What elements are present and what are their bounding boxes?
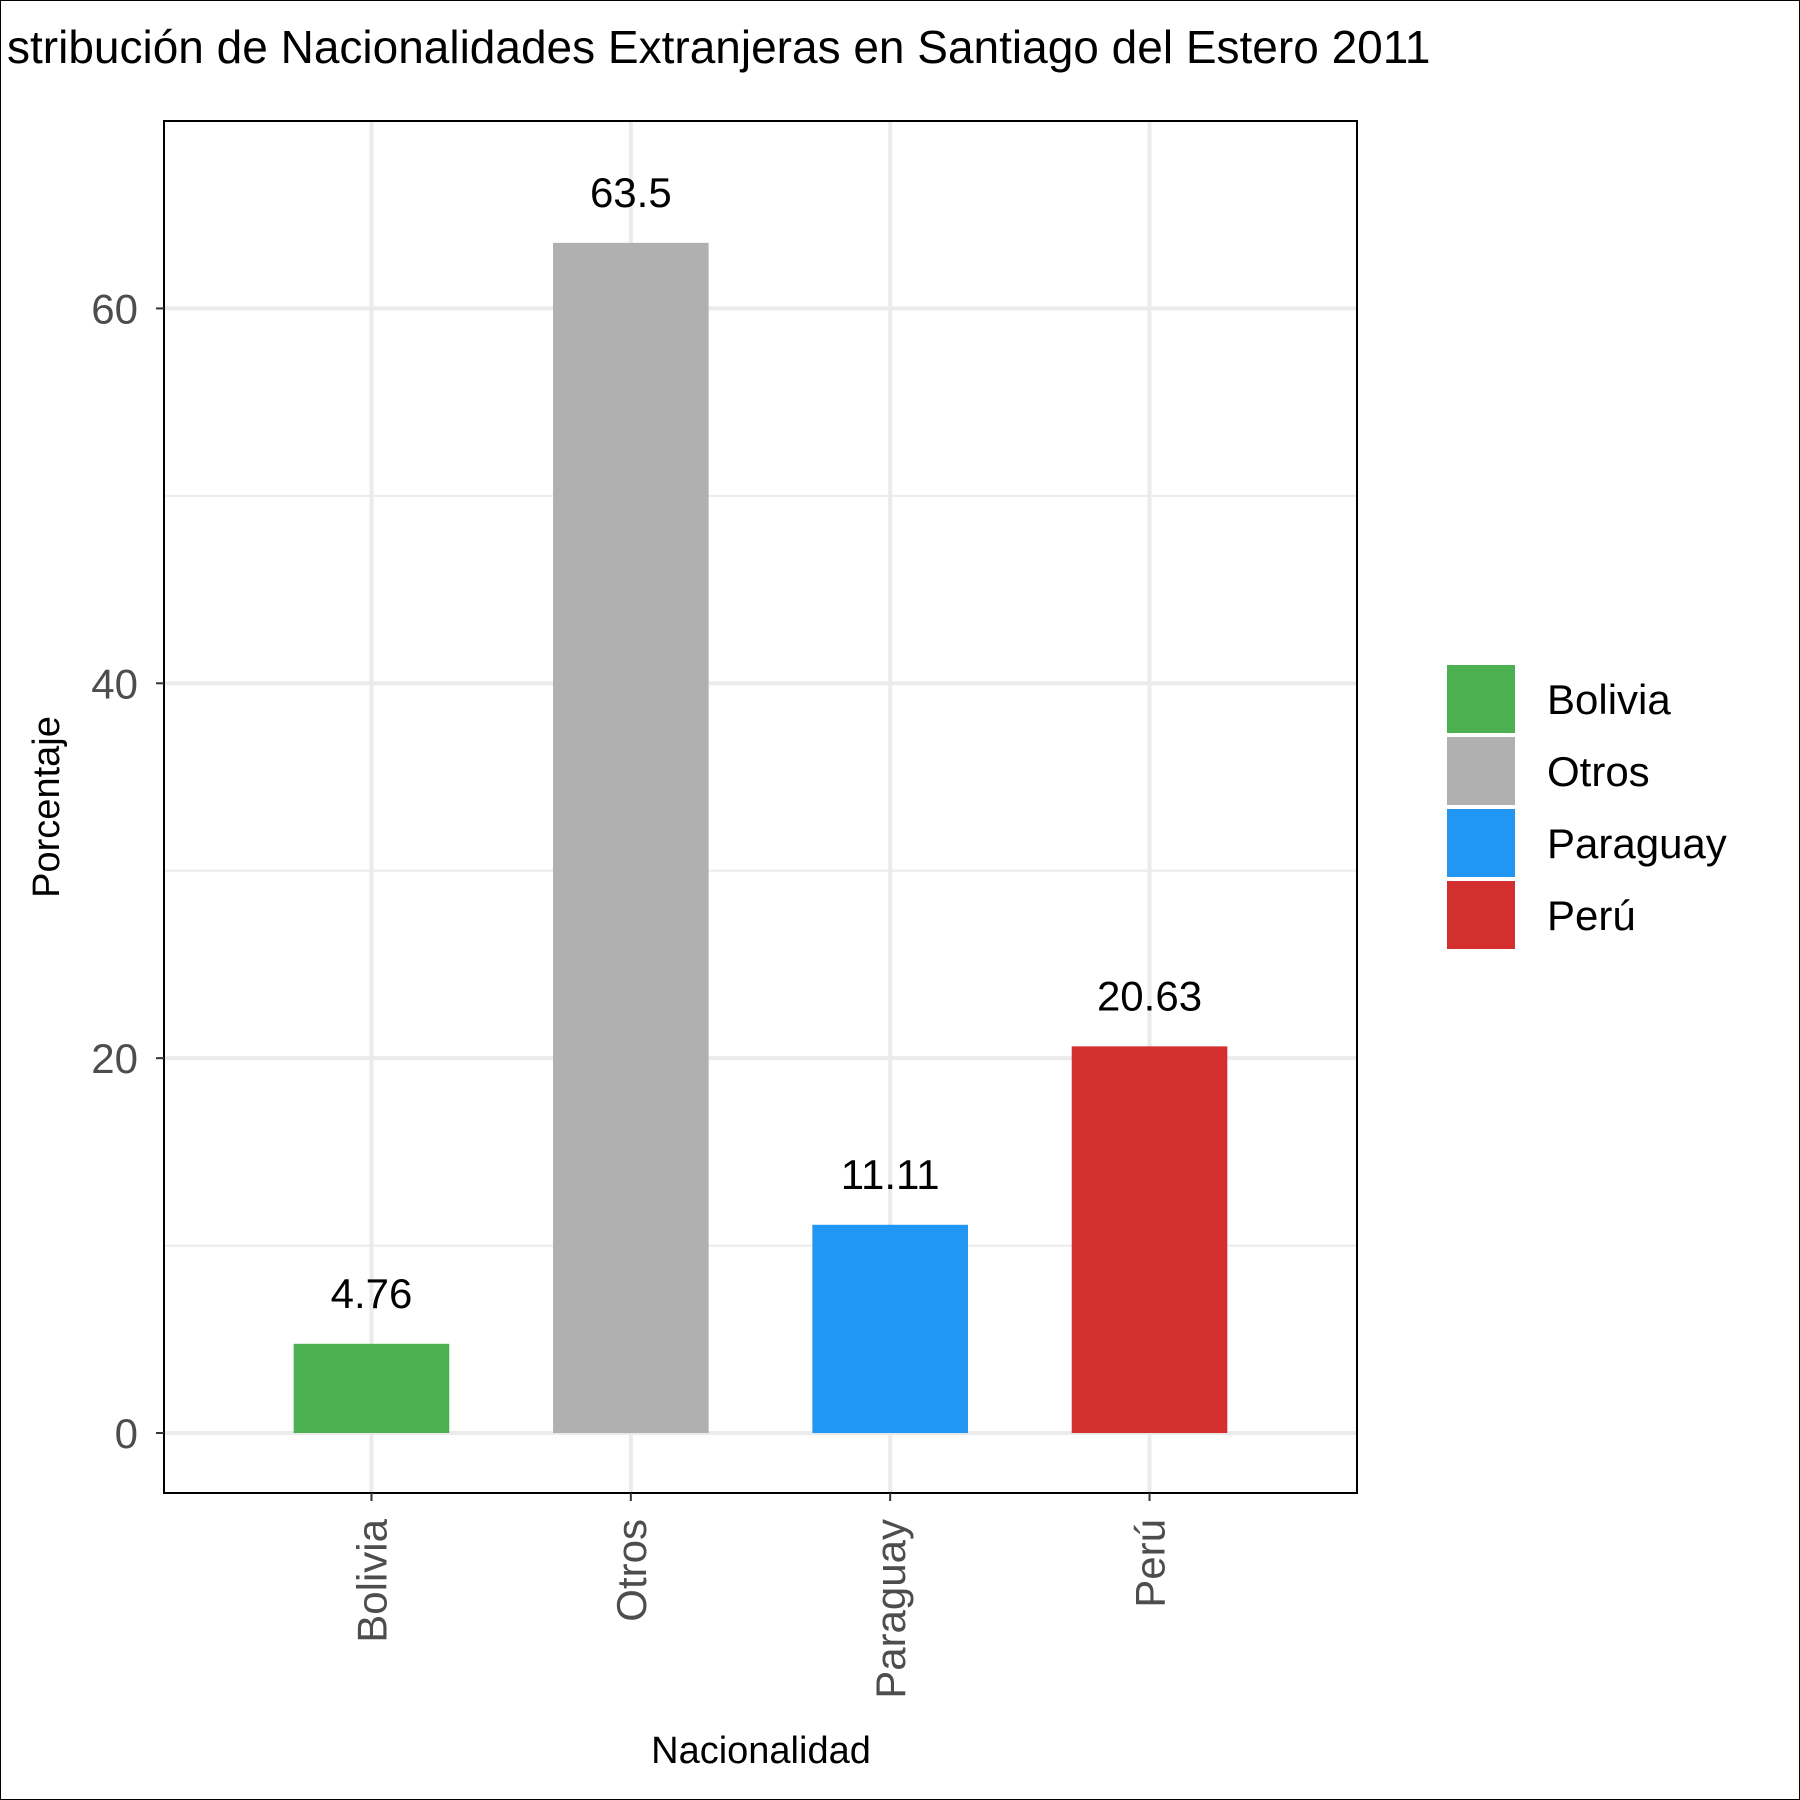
bars — [293, 242, 1228, 1434]
x-axis: Bolivia Otros Paraguay Perú — [348, 1493, 1174, 1699]
y-tick-label: 60 — [91, 285, 138, 332]
legend-label: Otros — [1547, 748, 1650, 795]
y-axis: 0 20 40 60 — [91, 285, 164, 1457]
y-tick-label: 40 — [91, 660, 138, 707]
x-tick-label: Bolivia — [348, 1518, 395, 1642]
bar-bolivia — [293, 1343, 450, 1434]
y-axis-title: Porcentaje — [26, 716, 68, 898]
bar-perú — [1071, 1046, 1228, 1434]
value-labels: 4.76 63.5 11.11 20.63 — [331, 169, 1202, 1317]
legend-label: Bolivia — [1547, 676, 1671, 723]
legend-key — [1447, 737, 1515, 805]
x-tick-label: Otros — [608, 1519, 655, 1622]
legend-label: Paraguay — [1547, 820, 1727, 867]
bar-paraguay — [812, 1224, 968, 1434]
x-tick-label: Perú — [1127, 1519, 1174, 1608]
legend: Bolivia Otros Paraguay Perú — [1447, 665, 1727, 949]
value-label: 20.63 — [1097, 972, 1202, 1019]
value-label: 11.11 — [841, 1151, 940, 1198]
y-tick-label: 0 — [115, 1410, 138, 1457]
chart-title: stribución de Nacionalidades Extranjeras… — [7, 21, 1430, 73]
y-tick-label: 20 — [91, 1035, 138, 1082]
legend-key — [1447, 881, 1515, 949]
legend-key — [1447, 665, 1515, 733]
x-tick-label: Paraguay — [867, 1519, 914, 1699]
plot-border — [163, 120, 1358, 1494]
value-label: 4.76 — [331, 1270, 413, 1317]
legend-key — [1447, 809, 1515, 877]
legend-label: Perú — [1547, 892, 1636, 939]
value-label: 63.5 — [590, 169, 672, 216]
bar-otros — [553, 242, 709, 1434]
x-axis-title: Nacionalidad — [651, 1730, 871, 1772]
